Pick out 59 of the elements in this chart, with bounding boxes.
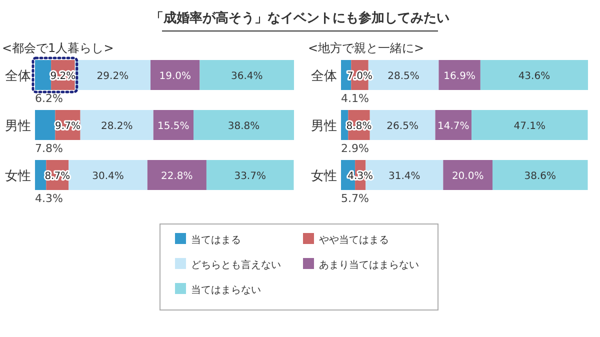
bar bbox=[74, 60, 151, 90]
bar bbox=[68, 160, 148, 190]
y-tick-label: 女性 bbox=[311, 169, 337, 184]
legend-label: 当てはまらない bbox=[191, 284, 261, 296]
legend-label: どちらとも言えない bbox=[191, 259, 281, 271]
data-label: 19.0% bbox=[159, 71, 192, 82]
y-tick-label: 女性 bbox=[5, 169, 31, 184]
data-label: 9.7% bbox=[55, 121, 80, 132]
data-label: 28.2% bbox=[100, 121, 133, 132]
data-label: 29.2% bbox=[96, 71, 129, 82]
data-label: 4.3% bbox=[348, 171, 374, 182]
data-label: 38.6% bbox=[524, 171, 556, 182]
data-label: 16.9% bbox=[444, 71, 476, 82]
data-label: 4.1% bbox=[341, 92, 369, 105]
data-label: 38.8% bbox=[228, 121, 260, 132]
bar bbox=[35, 160, 46, 190]
data-label: 6.2% bbox=[35, 92, 63, 105]
bar bbox=[200, 60, 294, 90]
data-label: 14.7% bbox=[438, 121, 470, 132]
bar bbox=[435, 110, 472, 140]
data-label: 7.8% bbox=[35, 142, 63, 155]
bar bbox=[147, 160, 206, 190]
y-tick-label: 男性 bbox=[5, 119, 31, 134]
data-label: 30.4% bbox=[92, 171, 124, 182]
y-tick-label: 全体 bbox=[5, 69, 31, 84]
legend-label: やや当てはまる bbox=[319, 234, 389, 246]
bar bbox=[443, 160, 493, 190]
data-label: 31.4% bbox=[388, 171, 420, 182]
data-label: 47.1% bbox=[514, 121, 546, 132]
bar bbox=[472, 110, 588, 140]
bar bbox=[438, 60, 480, 90]
data-label: 5.7% bbox=[341, 192, 369, 205]
bar bbox=[492, 160, 588, 190]
data-label: 28.5% bbox=[388, 71, 420, 82]
bar bbox=[194, 110, 294, 140]
data-label: 26.5% bbox=[386, 121, 418, 132]
data-label: 22.8% bbox=[161, 171, 193, 182]
bar bbox=[35, 110, 56, 140]
y-tick-label: 男性 bbox=[311, 119, 337, 134]
bar bbox=[370, 110, 436, 140]
bar bbox=[35, 60, 52, 90]
bar bbox=[80, 110, 154, 140]
legend-label: 当てはまる bbox=[191, 234, 241, 246]
bar bbox=[480, 60, 588, 90]
bar bbox=[150, 60, 200, 90]
legend-label: あまり当てはまらない bbox=[319, 259, 419, 271]
data-label: 36.4% bbox=[230, 71, 263, 82]
data-label: 15.5% bbox=[158, 121, 190, 132]
chart-subtitle: <地方で親と一緒に> bbox=[308, 41, 424, 55]
chart-subtitle: <都会で1人暮らし> bbox=[2, 41, 114, 55]
data-label: 33.7% bbox=[234, 171, 266, 182]
chart-title: 「成婚率が高そう」なイベントにも参加してみたい bbox=[150, 10, 450, 26]
bar bbox=[153, 110, 194, 140]
data-label: 4.3% bbox=[35, 192, 63, 205]
bar bbox=[206, 160, 294, 190]
data-label: 43.6% bbox=[518, 71, 550, 82]
y-tick-label: 全体 bbox=[311, 69, 337, 84]
data-label: 2.9% bbox=[341, 142, 369, 155]
data-label: 20.0% bbox=[452, 171, 484, 182]
